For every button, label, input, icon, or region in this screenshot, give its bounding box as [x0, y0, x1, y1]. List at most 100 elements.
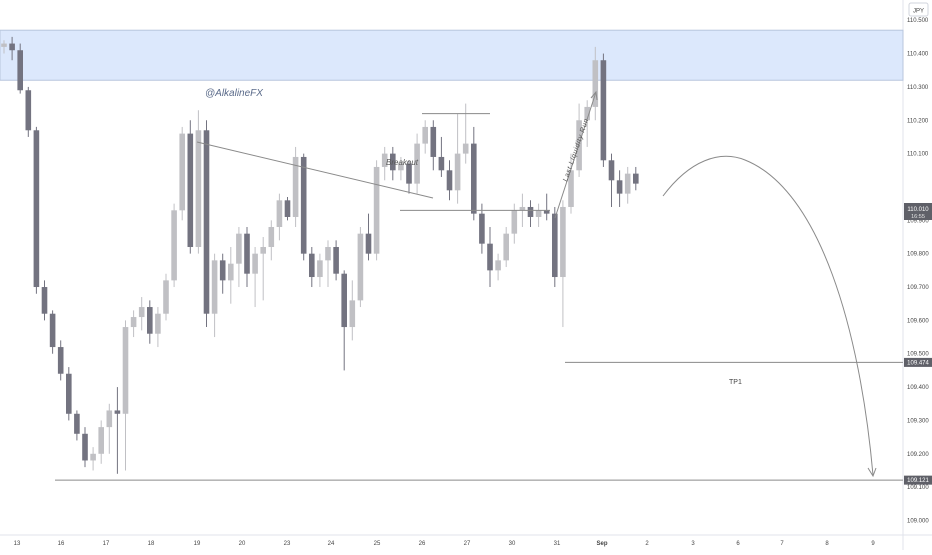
candle[interactable]	[252, 247, 258, 308]
candle[interactable]	[179, 126, 185, 221]
candle[interactable]	[317, 253, 323, 288]
candle[interactable]	[260, 237, 266, 301]
candle[interactable]	[147, 300, 153, 344]
candle[interactable]	[430, 120, 437, 171]
candle[interactable]	[300, 153, 307, 261]
candle[interactable]	[268, 220, 275, 261]
candle[interactable]	[381, 146, 388, 181]
candle[interactable]	[373, 160, 380, 261]
candle[interactable]	[503, 226, 509, 268]
trend-line[interactable]	[196, 141, 434, 199]
candle[interactable]	[163, 273, 169, 321]
candle[interactable]	[82, 427, 88, 468]
candle[interactable]	[57, 340, 64, 381]
candle[interactable]	[41, 280, 48, 321]
candle[interactable]	[406, 160, 412, 194]
candle-body	[268, 226, 275, 248]
candle[interactable]	[236, 226, 242, 288]
candle[interactable]	[195, 110, 202, 254]
candle[interactable]	[17, 43, 23, 94]
candle[interactable]	[471, 126, 477, 221]
candle[interactable]	[495, 253, 501, 281]
candle[interactable]	[527, 200, 534, 227]
candle[interactable]	[219, 253, 226, 294]
candle[interactable]	[535, 203, 542, 227]
candle[interactable]	[511, 203, 518, 244]
candle[interactable]	[608, 153, 615, 207]
candle[interactable]	[624, 166, 631, 204]
candle-body	[406, 163, 412, 184]
candle[interactable]	[390, 146, 396, 181]
candle[interactable]	[560, 200, 566, 328]
time-tick-label: 30	[509, 541, 516, 547]
candle[interactable]	[568, 153, 574, 214]
candle[interactable]	[9, 36, 15, 61]
candle[interactable]	[584, 100, 590, 147]
candle[interactable]	[438, 136, 445, 177]
candle[interactable]	[130, 310, 137, 338]
candle[interactable]	[114, 387, 121, 474]
candle[interactable]	[171, 203, 177, 288]
candle[interactable]	[414, 133, 420, 194]
candle[interactable]	[454, 113, 461, 204]
candle[interactable]	[98, 420, 104, 464]
candle[interactable]	[325, 240, 331, 288]
supply-zone[interactable]	[0, 29, 904, 81]
candle[interactable]	[633, 166, 639, 191]
candle[interactable]	[349, 280, 356, 341]
candle[interactable]	[66, 367, 72, 421]
candle[interactable]	[228, 247, 234, 304]
candle[interactable]	[74, 410, 80, 441]
candle[interactable]	[398, 156, 404, 181]
candle-body	[163, 280, 169, 314]
candle[interactable]	[138, 297, 145, 331]
candle[interactable]	[203, 120, 210, 328]
candle[interactable]	[616, 170, 623, 207]
candle[interactable]	[462, 103, 469, 164]
time-tick-label: 24	[328, 541, 335, 547]
candle[interactable]	[600, 53, 607, 167]
candle-body	[130, 317, 137, 328]
candle-body	[438, 156, 445, 171]
liquidity-run-arrow[interactable]	[554, 91, 597, 219]
candle-body	[633, 173, 639, 184]
projection-arrow-head	[867, 467, 877, 478]
candle[interactable]	[155, 307, 161, 348]
candle[interactable]	[333, 240, 339, 281]
candle[interactable]	[284, 196, 291, 221]
candle[interactable]	[357, 226, 364, 308]
price-axis[interactable]: 110.600110.500110.400110.300110.200110.1…	[907, 0, 929, 524]
candle[interactable]	[187, 120, 194, 254]
candle[interactable]	[211, 253, 218, 338]
candle[interactable]	[446, 160, 453, 201]
candle-body	[211, 260, 218, 314]
candle[interactable]	[422, 120, 428, 154]
candle[interactable]	[479, 203, 485, 254]
candle[interactable]	[365, 213, 372, 261]
candle[interactable]	[309, 247, 315, 288]
candle[interactable]	[25, 86, 32, 137]
candle-body	[49, 313, 56, 348]
time-axis[interactable]: 13 16 17 18 19 20 23 24 25 26 27 30 31 Sep 2 3 6 7 8 9	[14, 541, 876, 547]
candle[interactable]	[487, 226, 493, 288]
candle[interactable]	[122, 320, 129, 471]
candle[interactable]	[90, 447, 96, 471]
candle-body	[462, 143, 469, 154]
low-price-tag: 109.121	[907, 478, 929, 484]
candle[interactable]	[49, 310, 56, 354]
currency-badge[interactable]: JPY	[913, 9, 924, 15]
candle[interactable]	[552, 206, 558, 288]
candle[interactable]	[244, 226, 250, 288]
candle-body	[155, 313, 161, 334]
candle[interactable]	[33, 126, 40, 294]
currency-badge-box	[908, 2, 929, 17]
candle[interactable]	[1, 40, 7, 54]
candle[interactable]	[341, 270, 347, 371]
candle[interactable]	[276, 193, 283, 241]
candle[interactable]	[292, 146, 299, 227]
projection-curve[interactable]	[662, 155, 874, 476]
candle[interactable]	[106, 403, 113, 454]
candle[interactable]	[543, 193, 550, 221]
candle[interactable]	[592, 46, 599, 121]
